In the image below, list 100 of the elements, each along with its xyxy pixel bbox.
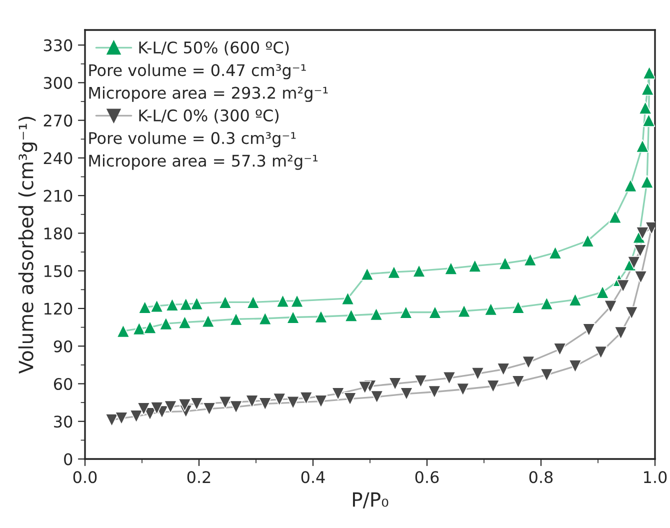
point	[568, 360, 582, 373]
legend-label: K-L/C 0% (300 ºC)	[139, 109, 279, 124]
point	[360, 267, 374, 281]
point	[150, 402, 164, 415]
point	[640, 82, 654, 96]
point	[604, 300, 618, 314]
point	[178, 316, 192, 329]
point	[540, 296, 554, 310]
point	[286, 310, 300, 324]
point	[137, 402, 150, 416]
y-tick-label: 300	[44, 76, 72, 89]
point	[245, 394, 259, 408]
y-tick-label: 30	[54, 416, 72, 428]
point	[582, 323, 596, 336]
point	[594, 346, 608, 360]
point	[202, 402, 216, 416]
point	[300, 392, 313, 405]
point	[370, 390, 384, 404]
point	[640, 175, 654, 188]
point	[627, 256, 641, 270]
point	[548, 246, 562, 260]
y-tick-label: 120	[44, 302, 72, 315]
point	[484, 302, 498, 316]
point	[636, 139, 650, 153]
point	[138, 300, 152, 314]
point	[314, 394, 328, 408]
point	[159, 316, 173, 330]
x-axis-title: P/P₀	[353, 492, 388, 508]
point	[258, 397, 272, 410]
point	[343, 392, 357, 406]
x-tick-label: 0.2	[187, 471, 210, 484]
annotation: Micropore area = 293.2 m²g⁻¹	[89, 86, 328, 102]
y-tick-label: 180	[44, 227, 72, 240]
point	[201, 314, 215, 328]
point	[229, 312, 243, 326]
point	[553, 342, 566, 356]
x-tick-label: 1.0	[644, 471, 667, 484]
point	[190, 397, 204, 410]
legend-label: K-L/C 50% (600 ºC)	[139, 41, 289, 56]
point	[370, 307, 383, 321]
point	[276, 294, 290, 308]
point	[166, 298, 179, 312]
point	[471, 367, 484, 380]
point	[498, 256, 512, 270]
point	[179, 297, 193, 311]
annotation: Pore volume = 0.3 cm³g⁻¹	[89, 132, 296, 148]
point	[642, 114, 655, 127]
x-tick-label: 0.8	[529, 471, 553, 484]
point	[246, 296, 260, 309]
y-tick-label: 90	[54, 340, 72, 352]
point	[512, 300, 525, 314]
point	[150, 299, 164, 313]
point	[272, 392, 286, 406]
y-tick-label: 0	[64, 453, 72, 466]
point	[218, 396, 232, 410]
point	[399, 306, 413, 319]
point	[414, 374, 428, 388]
point	[358, 380, 372, 394]
point	[468, 259, 482, 272]
point	[229, 400, 243, 414]
point	[522, 356, 536, 370]
point	[625, 306, 638, 320]
point	[105, 413, 118, 427]
point	[387, 265, 401, 279]
point	[596, 286, 610, 299]
point	[581, 234, 594, 248]
y-tick-label: 150	[44, 265, 72, 278]
point	[614, 326, 628, 340]
point	[290, 294, 304, 308]
point	[442, 371, 456, 385]
point	[116, 324, 130, 338]
point	[143, 320, 157, 334]
point	[540, 368, 554, 382]
x-tick-label: 0.0	[73, 471, 97, 484]
point	[457, 304, 471, 318]
point	[634, 244, 647, 258]
point	[344, 308, 358, 322]
y-tick-label: 60	[54, 378, 72, 390]
point	[496, 362, 510, 376]
point	[444, 262, 458, 275]
point	[331, 387, 345, 400]
point	[608, 210, 622, 224]
point	[486, 380, 500, 393]
point	[341, 292, 354, 306]
point	[512, 375, 525, 388]
point	[428, 306, 442, 319]
x-tick-label: 0.4	[301, 471, 325, 484]
y-tick-label: 240	[44, 152, 72, 164]
point	[634, 270, 648, 284]
point	[456, 382, 470, 396]
y-tick-label: 330	[44, 39, 72, 52]
point	[624, 178, 638, 192]
y-axis-title: Volume adsorbed (cm³g⁻¹)	[18, 116, 38, 374]
annotation: Micropore area = 57.3 m²g⁻¹	[89, 154, 318, 170]
point	[132, 322, 146, 336]
point	[568, 293, 582, 306]
point	[286, 396, 300, 410]
x-tick-label: 0.6	[415, 471, 439, 484]
point	[412, 264, 426, 278]
point	[524, 252, 537, 266]
